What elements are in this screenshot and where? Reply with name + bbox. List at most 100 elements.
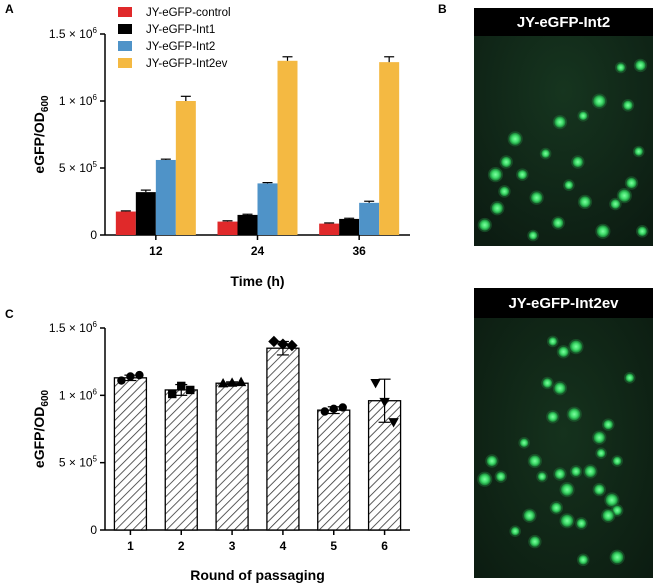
- cell: [548, 337, 557, 346]
- cell: [529, 455, 541, 467]
- bar: [317, 409, 351, 531]
- cell: [626, 177, 637, 189]
- cell-group: [477, 335, 636, 567]
- data-point: [126, 372, 135, 381]
- cell: [486, 455, 497, 467]
- bar-chart-passaging: 0 5 × 105 1 × 106 1.5 × 106 1 2 3 4 5 6 Round of p…: [31, 320, 410, 583]
- data-point: [268, 335, 280, 348]
- bar: [113, 377, 148, 531]
- x-axis-title: Time (h): [230, 273, 284, 289]
- cell: [618, 189, 631, 202]
- cell: [610, 199, 621, 209]
- cell: [528, 231, 538, 240]
- data-point: [186, 385, 195, 395]
- cell: [531, 192, 543, 204]
- bar: [164, 389, 198, 531]
- y-axis-title: eGFP/OD600: [31, 95, 51, 174]
- x-tick-label: 12: [149, 244, 163, 258]
- cell-group: [477, 58, 649, 242]
- data-point: [117, 376, 126, 385]
- cell: [510, 527, 520, 536]
- cell: [593, 432, 605, 444]
- bar: [277, 60, 298, 235]
- legend-swatch: [118, 58, 132, 68]
- cell: [578, 111, 588, 121]
- data-point: [168, 389, 177, 399]
- cell: [537, 472, 547, 481]
- cell: [489, 168, 502, 181]
- bar: [215, 382, 249, 531]
- x-tick-label: 24: [251, 244, 265, 258]
- data-point: [135, 370, 144, 380]
- bar: [135, 192, 156, 235]
- cell: [571, 466, 581, 477]
- cell: [602, 510, 614, 522]
- legend-swatch: [118, 41, 132, 51]
- micrograph-title-bar: [474, 8, 653, 36]
- bar: [115, 211, 136, 235]
- cell: [547, 411, 558, 422]
- cell: [568, 408, 581, 421]
- cell: [594, 484, 605, 495]
- cell: [576, 518, 587, 529]
- cell: [579, 196, 591, 208]
- cell: [612, 505, 622, 516]
- data-point: [226, 377, 238, 387]
- y-tick-label: 1 × 106: [59, 387, 98, 402]
- micrograph-title: JY-eGFP-Int2ev: [508, 295, 619, 312]
- x-tick-label: 2: [178, 539, 185, 553]
- cell: [605, 494, 618, 506]
- data-point: [320, 407, 329, 416]
- cell: [613, 456, 622, 466]
- cell: [596, 449, 606, 458]
- cell: [551, 502, 562, 513]
- y-tick-label: 5 × 105: [59, 455, 98, 470]
- cell: [553, 217, 564, 228]
- bar: [379, 62, 400, 235]
- data-point: [329, 404, 338, 413]
- y-tick-label: 0: [90, 523, 97, 537]
- micrograph-int2ev: JY-eGFP-Int2ev: [474, 288, 653, 578]
- legend-label: JY-eGFP-control: [146, 7, 231, 19]
- data-point: [370, 379, 381, 389]
- x-tick-label: 1: [127, 539, 134, 553]
- cell: [509, 132, 522, 145]
- bar-chart-expression-over-time: 0 5 × 105 1 × 106 1.5 × 106 12 24 36 Time (h) eG…: [31, 7, 410, 289]
- cell: [523, 510, 536, 522]
- cell: [561, 514, 574, 527]
- cell: [529, 536, 540, 547]
- panel-label-b: B: [438, 2, 447, 16]
- cell: [501, 156, 512, 168]
- cell: [561, 483, 574, 496]
- data-point: [277, 338, 289, 350]
- cell: [542, 378, 553, 388]
- cell: [578, 555, 588, 565]
- data-point: [286, 339, 298, 352]
- cell: [478, 473, 491, 486]
- y-tick-label: 1 × 106: [59, 93, 98, 108]
- cell: [564, 180, 574, 190]
- y-tick-label: 1.5 × 106: [49, 26, 98, 41]
- micrograph-title: JY-eGFP-Int2: [517, 14, 610, 31]
- data-point: [217, 378, 229, 388]
- cell: [603, 419, 613, 430]
- x-tick-label: 36: [352, 244, 366, 258]
- legend-swatch: [118, 24, 132, 34]
- x-tick-label: 3: [229, 539, 236, 553]
- cell: [558, 346, 569, 357]
- cell: [635, 60, 646, 71]
- panel-label-c: C: [5, 307, 14, 321]
- cell: [541, 149, 550, 158]
- legend-label: JY-eGFP-Int2ev: [146, 58, 228, 70]
- cell: [616, 63, 625, 72]
- cell: [554, 116, 566, 128]
- legend-label: JY-eGFP-Int2: [146, 41, 215, 53]
- y-axis-title: eGFP/OD600: [31, 389, 51, 468]
- cell: [596, 225, 609, 238]
- y-tick-label: 5 × 105: [59, 160, 98, 175]
- cell: [479, 219, 491, 231]
- bar: [319, 223, 340, 235]
- data-point: [235, 376, 247, 387]
- y-tick-label: 0: [90, 228, 97, 242]
